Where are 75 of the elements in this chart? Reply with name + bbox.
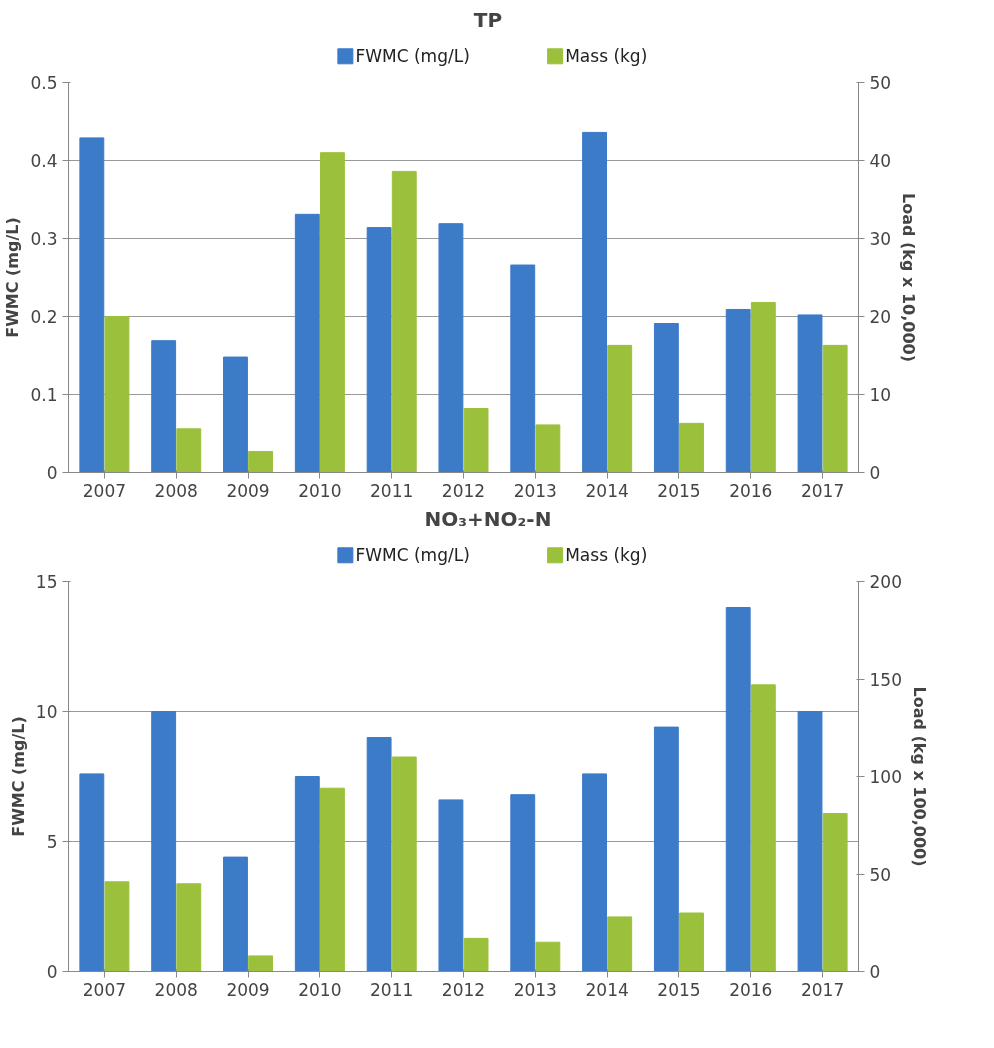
x-tick-label: 2010 (298, 979, 342, 1000)
y2-tick-label: 0 (869, 962, 881, 982)
y-tick-label: 0 (46, 463, 58, 483)
bar (438, 223, 464, 473)
bar (535, 424, 561, 473)
bar (535, 941, 561, 972)
x-tick-label: 2013 (513, 979, 557, 1000)
bar (151, 340, 177, 473)
y2-tick-label: 200 (869, 572, 902, 592)
y2-axis-title: Load (kg x 100,000) (909, 686, 929, 867)
x-tick-label: 2015 (657, 480, 701, 501)
y-tick-label: 0.3 (30, 229, 58, 249)
y-tick-label: 5 (46, 832, 58, 852)
y-tick-label: 0.5 (30, 73, 58, 93)
y2-tick-label: 100 (869, 767, 902, 787)
bar (510, 264, 536, 473)
y2-tick-label: 50 (869, 864, 892, 885)
y2-tick-label: 150 (869, 669, 902, 690)
x-tick-label: 2009 (226, 979, 270, 1000)
bar (223, 856, 248, 972)
x-tick-label: 2016 (729, 979, 773, 1000)
x-tick-label: 2013 (513, 480, 557, 501)
x-tick-label: 2007 (82, 480, 127, 501)
y-axis-title: FWMC (mg/L) (3, 217, 23, 338)
x-tick-label: 2017 (800, 480, 845, 501)
bar (79, 773, 105, 972)
x-tick-label: 2012 (441, 480, 486, 501)
x-tick-label: 2007 (82, 979, 127, 1000)
bar (582, 773, 608, 972)
bar (582, 131, 608, 473)
legend-label: Mass (kg) (565, 545, 648, 566)
x-tick-label: 2016 (729, 480, 773, 501)
bar (248, 955, 274, 972)
chart-title: TP (473, 7, 503, 32)
legend-label: FWMC (mg/L) (355, 545, 470, 566)
y2-tick-label: 40 (869, 151, 892, 171)
bar (653, 323, 679, 473)
bar (151, 711, 177, 972)
y-tick-label: 0.2 (30, 307, 58, 327)
x-tick-label: 2011 (370, 480, 414, 501)
bar (463, 408, 489, 473)
y-axis-title: FWMC (mg/L) (8, 716, 28, 837)
x-tick-label: 2008 (154, 979, 198, 1000)
x-tick-label: 2011 (370, 979, 414, 1000)
x-tick-label: 2017 (800, 979, 845, 1000)
y2-tick-label: 20 (869, 307, 892, 327)
x-tick-label: 2014 (585, 979, 629, 1000)
bar (679, 912, 704, 972)
bar (223, 356, 248, 473)
y-tick-label: 10 (35, 702, 58, 722)
y2-tick-label: 0 (869, 463, 881, 483)
bar (248, 450, 274, 473)
x-tick-label: 2014 (585, 480, 629, 501)
y2-tick-label: 30 (869, 229, 892, 249)
chart-title: NO₃+NO₂-N (424, 506, 552, 531)
bar (510, 794, 536, 972)
x-tick-label: 2009 (226, 480, 270, 501)
y2-tick-label: 10 (869, 385, 892, 405)
bar (438, 799, 464, 972)
y-tick-label: 0 (46, 962, 58, 982)
x-tick-label: 2010 (298, 480, 342, 501)
y2-axis-title: Load (kg x 10,000) (899, 193, 919, 362)
bar (607, 916, 633, 972)
x-tick-label: 2015 (657, 979, 701, 1000)
y2-tick-label: 50 (869, 73, 892, 93)
bar (463, 937, 489, 972)
bar (653, 726, 679, 972)
legend-label: FWMC (mg/L) (355, 46, 470, 67)
y-tick-label: 15 (35, 572, 58, 592)
x-tick-label: 2012 (441, 979, 486, 1000)
x-tick-label: 2008 (154, 480, 198, 501)
legend-label: Mass (kg) (565, 46, 648, 67)
bar (79, 137, 105, 473)
y-tick-label: 0.4 (30, 151, 58, 171)
y-tick-label: 0.1 (30, 385, 58, 405)
